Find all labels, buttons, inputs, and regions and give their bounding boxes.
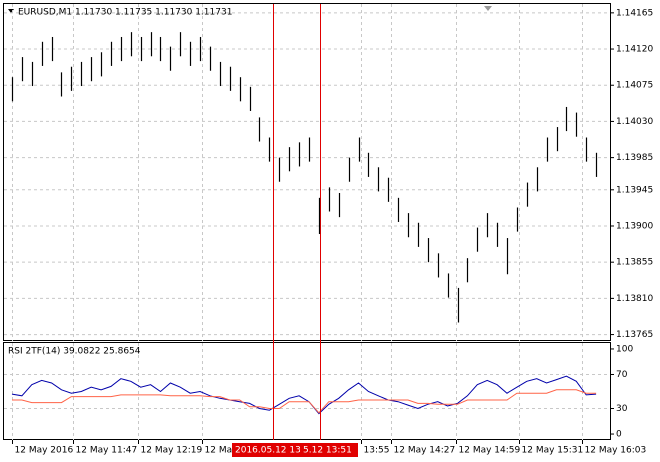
y-tick-label: 1.14075: [616, 81, 653, 91]
rsi-line: [11, 375, 597, 415]
y-tick-label: 0: [616, 430, 622, 440]
x-tick-label: 13:55: [364, 446, 390, 456]
crosshair-label: 5.12 13:51: [303, 446, 352, 456]
y-tick-label: 30: [616, 404, 628, 414]
x-tick-label: 12 May 14:59: [459, 446, 521, 456]
rsi-title: RSI 2TF(14) 39.0822 25.8654: [8, 347, 141, 357]
shift-marker: [484, 6, 492, 11]
y-tick-label: 1.14165: [616, 8, 653, 18]
y-tick-label: 1.13765: [616, 330, 653, 340]
y-tick-label: 1.13900: [616, 221, 653, 231]
y-tick-label: 1.13855: [616, 258, 653, 268]
y-tick-label: 70: [616, 370, 628, 380]
y-tick-label: 1.14030: [616, 117, 653, 127]
x-tick-label: 12 May: [205, 446, 239, 456]
x-tick-label: 12 May 12:19: [141, 446, 203, 456]
y-tick-label: 1.13945: [616, 185, 653, 195]
crosshair-label-box: [300, 443, 358, 457]
rsi-line: [12, 389, 597, 414]
y-tick-label: 1.14120: [616, 45, 653, 55]
y-tick-label: 1.13810: [616, 294, 653, 304]
crosshair-label: 2016.05.12 13:28: [235, 446, 316, 456]
x-tick-label: 12 May 2016: [15, 446, 74, 456]
x-tick-label: 12 May 11:47: [76, 446, 138, 456]
price-panel: [3, 3, 611, 341]
crosshair-label-box: [232, 443, 300, 457]
price-title: EURUSD,M1 1.11730 1.11735 1.11730 1.1173…: [18, 8, 232, 18]
x-tick-label: 12 May 15:31: [522, 446, 584, 456]
y-tick-label: 100: [616, 344, 633, 354]
x-tick-label: 12 May 16:03: [585, 446, 647, 456]
y-tick-label: 1.13985: [616, 153, 653, 163]
rsi-panel: [3, 342, 611, 440]
x-tick-label: 12 May 14:27: [394, 446, 456, 456]
